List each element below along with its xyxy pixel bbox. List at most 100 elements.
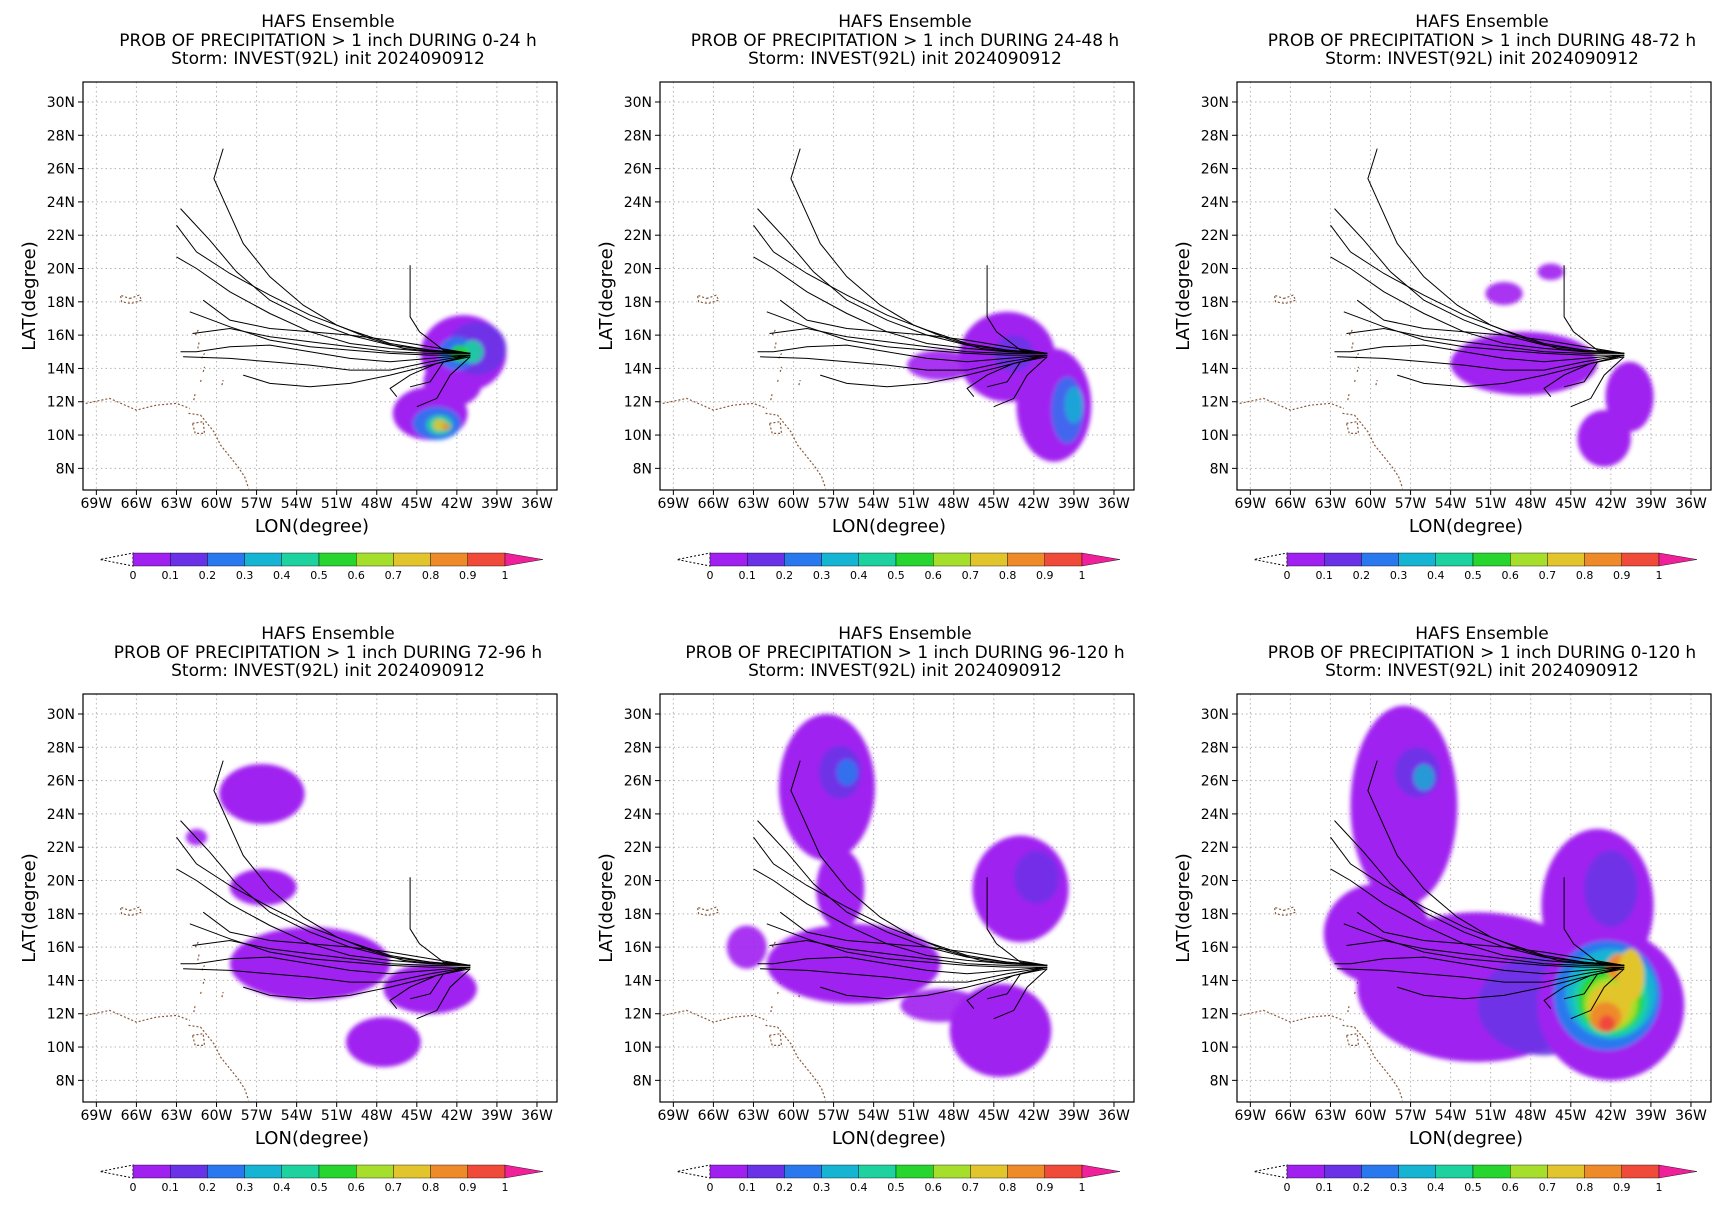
- colorbar-swatch: [933, 1164, 971, 1179]
- coastline: [1353, 378, 1357, 383]
- ensemble-track: [416, 968, 471, 1020]
- y-tick-label: 16N: [1201, 940, 1229, 956]
- x-tick-label: 36W: [1675, 496, 1707, 512]
- colorbar-label: 0.1: [1315, 1181, 1333, 1194]
- coastline: [1345, 421, 1360, 434]
- coastline: [768, 1033, 783, 1046]
- colorbar-label: 0.9: [1613, 569, 1631, 582]
- colorbar-swatch: [1398, 1164, 1437, 1179]
- ensemble-track: [1367, 148, 1625, 354]
- y-tick-label: 20N: [1201, 262, 1229, 278]
- precip-area: [383, 963, 477, 1014]
- precip-area: [1485, 281, 1523, 306]
- y-tick-label: 16N: [47, 940, 75, 956]
- coastline: [197, 341, 200, 349]
- colorbar-swatch: [1323, 1164, 1362, 1179]
- colorbar-swatch: [1621, 1164, 1660, 1179]
- x-axis-label: LON(degree): [1409, 516, 1523, 537]
- y-tick-label: 28N: [624, 128, 652, 144]
- coastline: [197, 953, 200, 961]
- y-tick-label: 18N: [47, 295, 75, 311]
- x-tick-label: 51W: [1475, 496, 1507, 512]
- colorbar-label: 0.6: [347, 1181, 365, 1194]
- x-tick-label: 66W: [121, 496, 153, 512]
- ensemble-track: [243, 966, 471, 1000]
- coastline: [199, 990, 203, 995]
- y-tick-label: 12N: [1201, 1007, 1229, 1023]
- y-tick-label: 8N: [1210, 461, 1229, 477]
- y-tick-label: 26N: [624, 774, 652, 790]
- ensemble-track: [180, 820, 471, 966]
- ensemble-track: [180, 208, 471, 354]
- coastline: [191, 1033, 206, 1046]
- coastline: [85, 1009, 191, 1023]
- ensemble-track: [993, 968, 1048, 1020]
- colorbar-swatch: [1361, 1164, 1399, 1179]
- colorbar-over-arrow: [504, 1164, 544, 1179]
- panel-5-title3: Storm: INVEST(92L) init 2024090912: [748, 661, 1062, 681]
- colorbar-label: 0: [707, 569, 714, 582]
- y-tick-label: 20N: [624, 262, 652, 278]
- precip-area: [900, 988, 981, 1023]
- coastline: [1356, 366, 1360, 372]
- coastline: [1273, 294, 1297, 305]
- colorbar-label: 0.4: [273, 569, 291, 582]
- ensemble-track: [1570, 356, 1625, 408]
- panel-1-frame: [82, 81, 558, 491]
- colorbar-label: 0.7: [385, 1181, 403, 1194]
- y-tick-label: 30N: [47, 95, 75, 111]
- coastline: [119, 906, 143, 917]
- colorbar-label: 1: [1656, 569, 1663, 582]
- x-tick-label: 60W: [201, 496, 233, 512]
- y-tick-label: 28N: [1201, 740, 1229, 756]
- x-axis-label: LON(degree): [255, 516, 369, 537]
- colorbar-over-arrow: [1081, 1164, 1121, 1179]
- coastline: [776, 378, 780, 383]
- colorbar-swatch: [746, 1164, 785, 1179]
- x-axis-label: LON(degree): [255, 1128, 369, 1149]
- ensemble-track: [769, 939, 1048, 966]
- ensemble-track: [986, 966, 1048, 1000]
- panel-6-title3: Storm: INVEST(92L) init 2024090912: [1325, 661, 1639, 681]
- colorbar-label: 0.1: [738, 1181, 756, 1194]
- coastline: [188, 1024, 250, 1101]
- colorbar-label: 1: [1656, 1181, 1663, 1194]
- ensemble-track: [180, 344, 471, 363]
- y-tick-label: 10N: [47, 1040, 75, 1056]
- x-tick-label: 36W: [1675, 1108, 1707, 1124]
- coastline: [221, 379, 224, 386]
- panel-1-map: [83, 82, 557, 490]
- colorbar-swatch: [244, 552, 283, 567]
- y-tick-label: 22N: [624, 840, 652, 856]
- precip-area: [836, 758, 858, 786]
- colorbar-label: 0.6: [347, 569, 365, 582]
- panel-2-title2: PROB OF PRECIPITATION > 1 inch DURING 24…: [691, 31, 1119, 51]
- colorbar-label: 0.5: [887, 569, 905, 582]
- colorbar-label: 0: [130, 1181, 137, 1194]
- ensemble-track: [183, 966, 471, 983]
- panel-3-frame: [1236, 81, 1712, 491]
- panel-2-colorbar: 0 0.1 0.2 0.3 0.4 0.5 0.6 0.7 0.8 0.9 1: [676, 552, 1121, 582]
- colorbar-swatch: [169, 1164, 208, 1179]
- y-tick-label: 18N: [624, 907, 652, 923]
- coastline: [771, 940, 777, 948]
- colorbar-swatch: [1510, 552, 1548, 567]
- coastline: [1347, 1005, 1350, 1013]
- ensemble-track: [1330, 836, 1625, 966]
- ensemble-track: [202, 299, 471, 354]
- x-tick-label: 45W: [401, 1108, 433, 1124]
- x-axis-label: LON(degree): [832, 1128, 946, 1149]
- colorbar-label: 0.6: [1501, 1181, 1519, 1194]
- precip-area: [1064, 386, 1084, 424]
- x-tick-label: 45W: [1555, 496, 1587, 512]
- ensemble-track: [1367, 760, 1625, 966]
- x-tick-label: 39W: [1635, 1108, 1667, 1124]
- y-tick-label: 14N: [1201, 361, 1229, 377]
- colorbar-label: 0.3: [236, 569, 254, 582]
- colorbar-label: 0.4: [1427, 569, 1445, 582]
- colorbar-swatch: [1435, 1164, 1474, 1179]
- panel-5-title2: PROB OF PRECIPITATION > 1 inch DURING 96…: [685, 643, 1124, 663]
- ensemble-track: [769, 327, 1048, 354]
- panel-5-colorbar: 0 0.1 0.2 0.3 0.4 0.5 0.6 0.7 0.8 0.9 1: [676, 1164, 1121, 1194]
- colorbar-swatch: [1472, 1164, 1511, 1179]
